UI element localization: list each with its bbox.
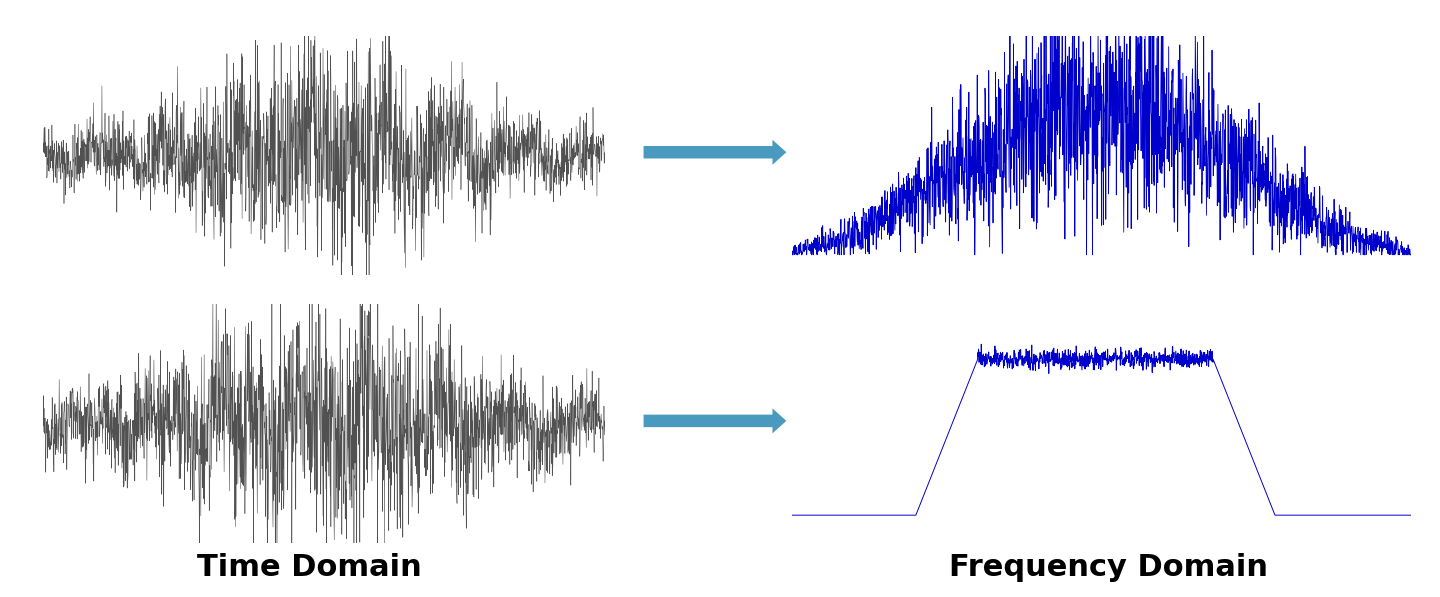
Text: Time Domain: Time Domain	[197, 553, 422, 582]
Text: Frequency Domain: Frequency Domain	[949, 553, 1269, 582]
